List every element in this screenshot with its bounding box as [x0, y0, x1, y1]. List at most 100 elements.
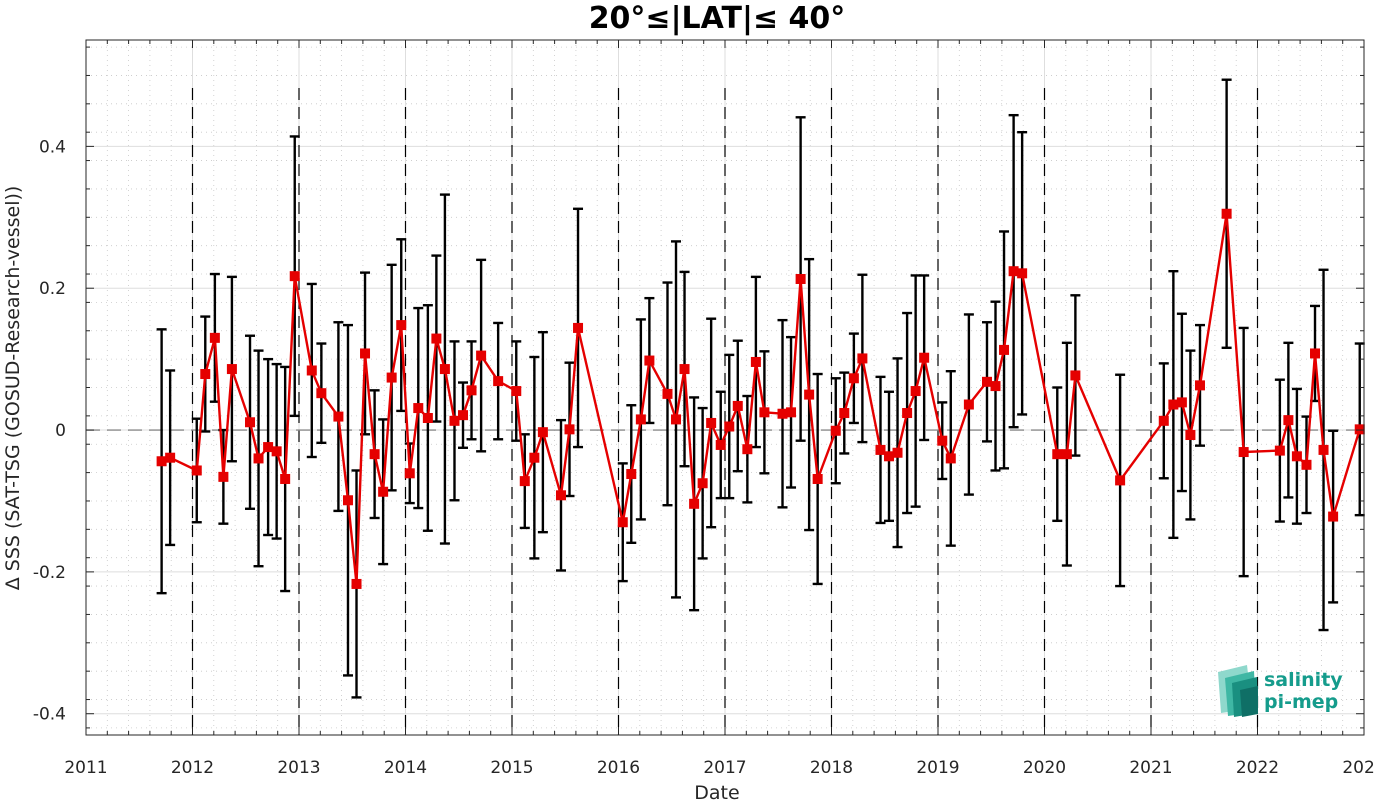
data-marker	[200, 369, 211, 380]
data-marker	[812, 473, 823, 484]
x-tick-label: 2019	[916, 758, 959, 778]
data-marker	[1310, 348, 1321, 359]
data-marker	[413, 403, 424, 414]
y-tick-label: 0	[55, 421, 66, 441]
data-marker	[1052, 449, 1063, 460]
x-tick-label: 2015	[490, 758, 533, 778]
data-marker	[1115, 475, 1126, 486]
data-marker	[449, 415, 460, 426]
data-marker	[1070, 370, 1081, 381]
axes-box	[85, 39, 1365, 736]
data-marker	[804, 389, 815, 400]
data-marker	[671, 414, 682, 425]
data-marker	[1008, 266, 1019, 277]
data-marker	[963, 399, 974, 410]
data-marker	[396, 320, 407, 331]
data-marker	[1301, 459, 1312, 470]
data-marker	[1168, 399, 1179, 410]
data-marker	[724, 421, 735, 432]
x-tick-label: 2016	[597, 758, 640, 778]
data-marker	[253, 453, 264, 464]
data-marker	[209, 332, 220, 343]
data-marker	[555, 490, 566, 501]
data-marker	[573, 322, 584, 333]
data-marker	[369, 449, 380, 460]
data-marker	[263, 442, 274, 453]
data-marker	[662, 388, 673, 399]
y-tick-label: -0.4	[33, 705, 66, 725]
x-tick-label: 2018	[810, 758, 853, 778]
data-marker	[945, 453, 956, 464]
salinity-pimep-logo: salinity pi-mep	[1218, 665, 1343, 717]
data-marker	[165, 452, 176, 463]
data-marker	[848, 373, 859, 384]
data-marker	[892, 447, 903, 458]
data-marker	[342, 495, 353, 506]
data-marker	[795, 273, 806, 284]
x-tick-label: 2014	[384, 758, 427, 778]
y-axis-label: Δ SSS (SAT-TSG (GOSUD-Research-vessel))	[2, 186, 24, 591]
data-marker	[617, 517, 628, 528]
x-tick-label: 2023	[1342, 758, 1375, 778]
data-marker	[830, 425, 841, 436]
data-marker	[422, 412, 433, 423]
data-marker	[715, 439, 726, 450]
data-marker	[1283, 415, 1294, 426]
data-marker	[537, 427, 548, 438]
data-marker	[1238, 447, 1249, 458]
data-marker	[679, 364, 690, 375]
x-tick-label: 2021	[1129, 758, 1172, 778]
data-marker	[191, 465, 202, 476]
data-marker	[1194, 380, 1205, 391]
data-marker	[1318, 444, 1329, 455]
data-marker	[742, 444, 753, 455]
data-marker	[1185, 430, 1196, 441]
x-tick-labels: 2011 2012 2013 2014 2015 2016 2017 2018 2019 2020…	[64, 758, 1375, 778]
y-tick-label: 0.2	[39, 279, 66, 299]
data-marker	[316, 388, 327, 399]
data-marker	[706, 417, 717, 428]
data-marker	[1354, 424, 1365, 435]
data-marker	[439, 364, 450, 375]
data-marker	[884, 451, 895, 462]
series-line	[161, 212, 1361, 586]
data-marker	[1176, 397, 1187, 408]
year-boundary-lines	[191, 88, 1259, 735]
data-marker	[857, 353, 868, 364]
data-marker	[404, 468, 415, 479]
data-marker	[466, 385, 477, 396]
data-marker	[271, 446, 282, 457]
data-marker	[777, 408, 788, 419]
data-marker	[378, 486, 389, 497]
logo-text-salinity: salinity	[1264, 669, 1343, 691]
data-marker	[750, 356, 761, 367]
x-axis-label: Date	[694, 782, 739, 801]
data-marker	[689, 498, 700, 509]
y-tick-labels: -0.4 -0.2 0 0.2 0.4	[33, 137, 66, 724]
data-marker	[1017, 268, 1028, 279]
data-marker	[902, 408, 913, 419]
data-marker	[839, 408, 850, 419]
data-marker	[306, 365, 317, 376]
x-tick-label: 2017	[703, 758, 746, 778]
data-marker	[999, 344, 1010, 355]
data-marker	[289, 271, 300, 282]
data-marker	[1274, 445, 1285, 456]
data-marker	[519, 476, 530, 487]
data-marker	[1291, 451, 1302, 462]
axis-ticks	[85, 40, 1365, 735]
x-tick-label: 2012	[171, 758, 214, 778]
data-marker	[875, 444, 886, 455]
data-marker	[333, 411, 344, 422]
data-marker	[280, 473, 291, 484]
data-marker	[564, 424, 575, 435]
data-marker	[644, 355, 655, 366]
data-marker	[759, 407, 770, 418]
data-marker	[1158, 415, 1169, 426]
data-marker	[226, 364, 237, 375]
data-marker	[697, 478, 708, 489]
data-marker	[458, 410, 469, 421]
x-tick-label: 2022	[1236, 758, 1279, 778]
y-tick-label: -0.2	[33, 563, 66, 583]
